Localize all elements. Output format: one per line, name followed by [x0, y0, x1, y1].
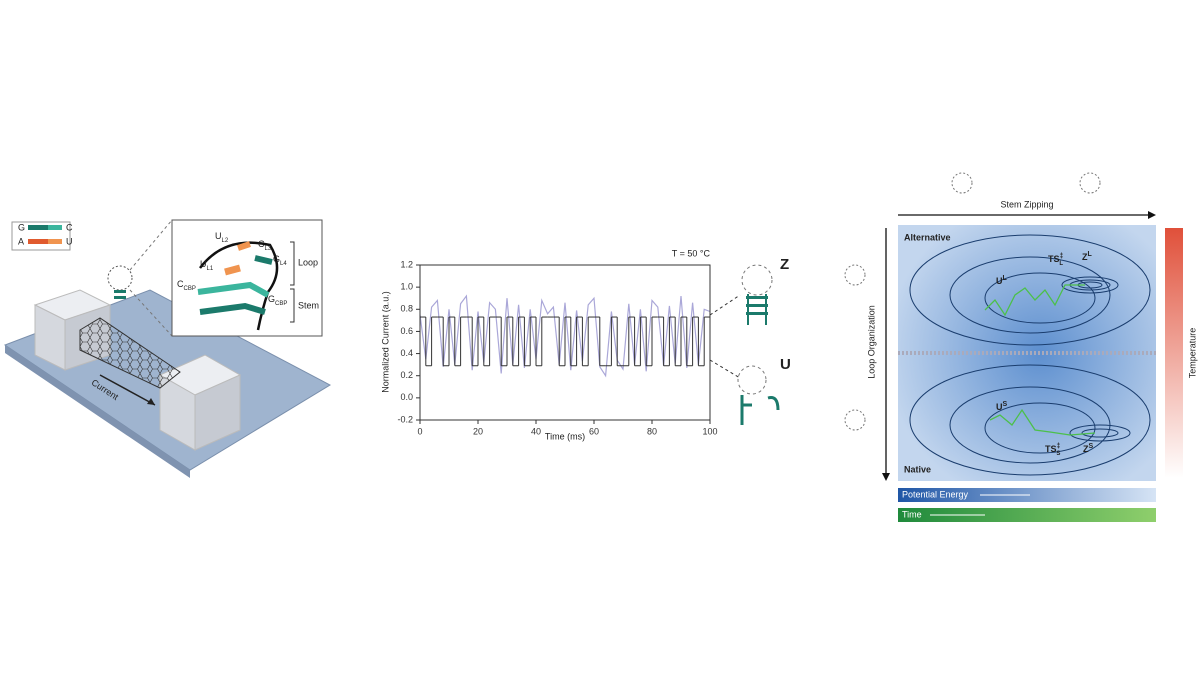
label-sub: L — [1059, 261, 1063, 267]
label-base: TS — [1045, 444, 1057, 454]
label-base: U — [200, 259, 207, 269]
label-base: G — [268, 294, 275, 304]
label-sub: S — [1056, 451, 1060, 457]
legend-label: C — [66, 222, 73, 232]
label-sub: CBP — [275, 301, 287, 307]
y-tick-label: 0.6 — [400, 326, 413, 336]
label: ZL — [1082, 251, 1093, 262]
label-base: C — [258, 239, 265, 249]
x-axis-label: Time (ms) — [545, 431, 585, 441]
label-sup: L — [1003, 275, 1008, 282]
label-sub: L4 — [280, 261, 287, 267]
temperature-label: Temperature — [1187, 328, 1197, 379]
label-sup: L — [1088, 251, 1093, 258]
y-tick-label: 0.2 — [400, 370, 413, 380]
label: ZS — [1083, 443, 1094, 454]
legend-label: A — [18, 236, 24, 246]
axis-label: Loop Organization — [866, 305, 876, 379]
x-tick-label: 60 — [589, 426, 599, 436]
label: CL3 — [258, 239, 272, 251]
state-label: U — [780, 356, 791, 373]
label: TS‡ S — [1045, 443, 1061, 456]
label-base: G — [273, 254, 280, 264]
x-tick-label: 20 — [473, 426, 483, 436]
label: CCBP — [177, 279, 196, 291]
bar-label: Time — [902, 509, 922, 519]
label-base: U — [996, 276, 1003, 286]
legend-label: U — [66, 236, 73, 246]
y-tick-label: -0.2 — [397, 414, 413, 424]
label-sub: L2 — [222, 238, 229, 244]
label: UL — [996, 275, 1008, 286]
x-tick-label: 40 — [531, 426, 541, 436]
label: UL2 — [215, 231, 229, 243]
label: US — [996, 401, 1008, 412]
label-sup: S — [1089, 443, 1094, 450]
y-tick-label: 0.0 — [400, 392, 413, 402]
loop-label: Loop — [298, 257, 318, 267]
label-base: U — [996, 402, 1003, 412]
label-base: C — [177, 279, 184, 289]
axis-label: Stem Zipping — [1000, 199, 1053, 209]
plot-area: -0.2 0.0 0.2 0.4 0.6 0.8 1.0 1.2 0 20 40 60 80 100 — [397, 259, 717, 436]
y-tick-label: 1.0 — [400, 282, 413, 292]
x-tick-label: 0 — [417, 426, 422, 436]
label-sub: CBP — [184, 286, 196, 292]
y-tick-label: 0.8 — [400, 304, 413, 314]
state-label: Z — [780, 256, 789, 273]
label-base: U — [215, 231, 222, 241]
state-cartoons — [709, 264, 780, 425]
stem-label: Stem — [298, 300, 319, 310]
device-illustration — [3, 219, 332, 478]
label-sup: S — [1003, 401, 1008, 408]
label: UL1 — [200, 259, 214, 271]
y-tick-label: 0.4 — [400, 348, 413, 358]
x-tick-label: 100 — [702, 426, 717, 436]
y-axis-label: Normalized Current (a.u.) — [380, 291, 390, 393]
label-base: TS — [1048, 254, 1060, 264]
region-label: Alternative — [904, 232, 951, 242]
landscape — [844, 172, 1183, 522]
y-tick-label: 1.2 — [400, 259, 413, 269]
label-sub: L3 — [265, 246, 272, 252]
label: GL4 — [273, 254, 287, 266]
label: GCBP — [268, 294, 287, 306]
legend-label: G — [18, 222, 25, 232]
annotation: T = 50 °C — [672, 248, 711, 258]
plot-frame — [419, 264, 711, 421]
raw-trace — [419, 294, 711, 378]
label-sup: ‡ — [1057, 443, 1061, 450]
label-sup: ‡ — [1060, 253, 1064, 260]
region-label: Native — [904, 464, 931, 474]
label-sub: L1 — [207, 266, 214, 272]
bar-label: Potential Energy — [902, 489, 969, 499]
label-base: Z — [1083, 444, 1089, 454]
x-tick-label: 80 — [647, 426, 657, 436]
label: TS‡ L — [1048, 253, 1064, 266]
label-base: Z — [1082, 252, 1088, 262]
